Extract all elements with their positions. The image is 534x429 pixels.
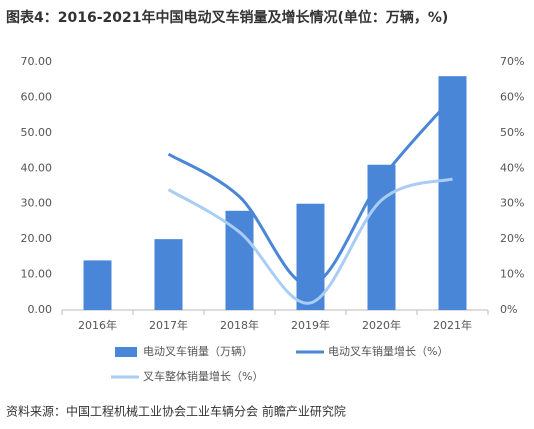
x-tick-label: 2018年: [220, 318, 259, 332]
bar: [154, 239, 183, 310]
y-tick-label: 30.00: [21, 197, 53, 210]
y-tick-label: 70.00: [21, 55, 53, 68]
y-tick-label: 0.00: [28, 303, 53, 316]
y2-tick-label: 60%: [500, 90, 524, 103]
y2-tick-label: 70%: [500, 55, 524, 68]
x-tick-label: 2021年: [433, 318, 472, 332]
y-tick-label: 60.00: [21, 90, 53, 103]
y-tick-label: 10.00: [21, 268, 53, 281]
x-tick-label: 2016年: [78, 318, 117, 332]
source: 资料来源：中国工程机械工业协会工业车辆分会 前瞻产业研究院: [6, 404, 346, 419]
bar: [225, 210, 254, 310]
legend-swatch: [115, 347, 137, 357]
legend-label: 电动叉车销量（万辆）: [143, 344, 253, 358]
bar: [367, 164, 396, 310]
legend-label: 电动叉车销量增长（%）: [328, 344, 448, 358]
x-tick-label: 2020年: [362, 318, 401, 332]
x-tick-label: 2019年: [291, 318, 330, 332]
legend-label: 叉车整体销量增长（%）: [143, 369, 263, 383]
bar: [438, 76, 467, 311]
y2-tick-label: 0%: [500, 303, 517, 316]
y2-tick-label: 50%: [500, 126, 524, 139]
chart-title: 图表4：2016-2021年中国电动叉车销量及增长情况(单位：万辆，%): [6, 9, 448, 26]
y2-tick-label: 20%: [500, 232, 524, 245]
x-tick-label: 2017年: [149, 318, 188, 332]
bar: [296, 203, 325, 310]
y2-tick-label: 30%: [500, 197, 524, 210]
y-tick-label: 50.00: [21, 126, 53, 139]
line: [167, 177, 453, 305]
y-tick-label: 40.00: [21, 161, 53, 174]
y-tick-label: 20.00: [21, 232, 53, 245]
y2-tick-label: 10%: [500, 268, 524, 281]
line: [167, 96, 454, 287]
bar: [83, 260, 112, 310]
y2-tick-label: 40%: [500, 161, 524, 174]
